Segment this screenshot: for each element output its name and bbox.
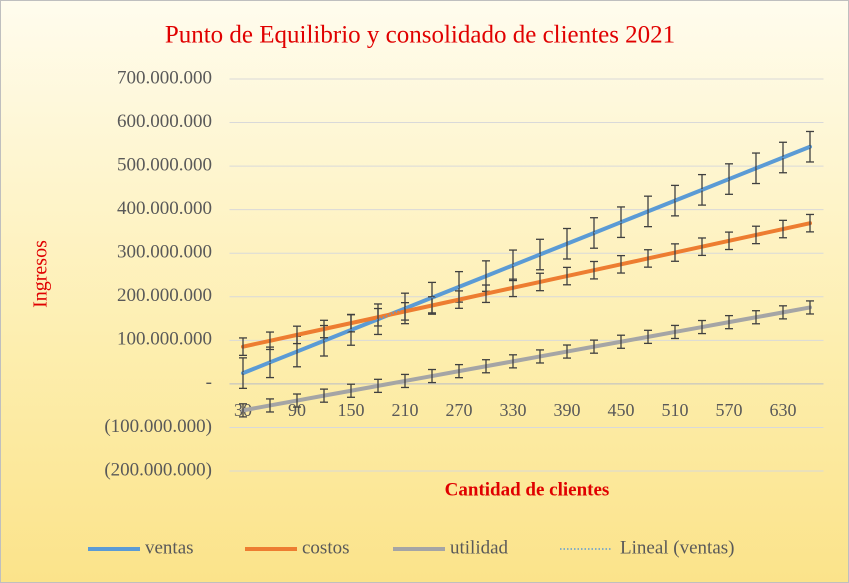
error-bar bbox=[752, 152, 760, 185]
trend-line bbox=[242, 146, 811, 374]
error-bar bbox=[806, 130, 814, 163]
error-bar bbox=[347, 383, 355, 398]
legend-label: costos bbox=[302, 537, 350, 558]
error-bar bbox=[482, 359, 490, 374]
error-bar bbox=[293, 393, 301, 408]
error-bar bbox=[320, 388, 328, 403]
error-bar bbox=[536, 349, 544, 364]
error-bar bbox=[239, 337, 247, 357]
error-bar bbox=[617, 334, 625, 349]
error-bar bbox=[806, 300, 814, 315]
x-tick-label: 510 bbox=[662, 400, 689, 420]
error-bar bbox=[590, 217, 598, 249]
error-bar bbox=[590, 339, 598, 354]
error-bar bbox=[374, 378, 382, 394]
error-bar bbox=[536, 272, 544, 292]
error-bar bbox=[698, 237, 706, 257]
error-bar bbox=[644, 329, 652, 345]
error-bar bbox=[752, 225, 760, 245]
y-tick-label: - bbox=[206, 372, 212, 393]
error-bar bbox=[617, 254, 625, 274]
legend-label: ventas bbox=[145, 537, 194, 558]
y-tick-label: 500.000.000 bbox=[117, 154, 212, 175]
error-bar bbox=[428, 368, 436, 384]
error-bar bbox=[266, 398, 274, 413]
y-tick-label: 700.000.000 bbox=[117, 67, 212, 88]
error-bar bbox=[374, 307, 382, 327]
error-bar bbox=[644, 195, 652, 228]
error-bar bbox=[239, 403, 247, 418]
error-bar bbox=[482, 284, 490, 304]
error-bar bbox=[293, 325, 301, 345]
error-bar bbox=[563, 344, 571, 359]
error-bar bbox=[644, 249, 652, 268]
x-tick-label: 270 bbox=[446, 400, 473, 420]
y-tick-label: (200.000.000) bbox=[104, 459, 212, 480]
series-line bbox=[241, 221, 812, 349]
error-bar bbox=[779, 305, 787, 320]
x-tick-label: 210 bbox=[392, 400, 419, 420]
y-tick-label: 400.000.000 bbox=[117, 198, 212, 219]
error-bar bbox=[509, 278, 517, 298]
error-bar bbox=[428, 296, 436, 315]
error-bar bbox=[455, 363, 463, 379]
x-tick-label: 90 bbox=[288, 400, 306, 420]
y-tick-label: 100.000.000 bbox=[117, 329, 212, 350]
x-tick-label: 150 bbox=[338, 400, 365, 420]
error-bar bbox=[266, 331, 274, 351]
error-bar bbox=[752, 310, 760, 325]
y-tick-label: 600.000.000 bbox=[117, 111, 212, 132]
y-tick-label: 200.000.000 bbox=[117, 285, 212, 306]
x-axis-label: Cantidad de clientes bbox=[445, 479, 610, 500]
legend-label: utilidad bbox=[450, 537, 509, 558]
x-tick-label: 330 bbox=[500, 400, 527, 420]
x-tick-label: 630 bbox=[770, 400, 797, 420]
error-bar bbox=[725, 163, 733, 195]
legend-label: Lineal (ventas) bbox=[620, 537, 734, 558]
error-bar bbox=[779, 219, 787, 239]
error-bar bbox=[401, 302, 409, 321]
error-bar bbox=[401, 373, 409, 389]
error-bar bbox=[671, 243, 679, 262]
y-axis-label: Ingresos bbox=[30, 240, 52, 308]
error-bar bbox=[671, 324, 679, 340]
error-bar bbox=[509, 354, 517, 369]
series-line bbox=[241, 305, 812, 413]
error-bar bbox=[590, 260, 598, 280]
error-bar bbox=[725, 314, 733, 330]
error-bar bbox=[455, 290, 463, 309]
error-bar bbox=[320, 319, 328, 339]
error-bar bbox=[698, 319, 706, 335]
error-bar bbox=[671, 184, 679, 217]
x-tick-label: 390 bbox=[554, 400, 581, 420]
x-tick-label: 570 bbox=[716, 400, 743, 420]
error-bar bbox=[563, 227, 571, 260]
x-tick-label: 450 bbox=[608, 400, 635, 420]
y-tick-label: (100.000.000) bbox=[104, 416, 212, 437]
error-bar bbox=[806, 213, 814, 233]
chart-title: Punto de Equilibrio y consolidado de cli… bbox=[165, 22, 675, 49]
error-bar bbox=[563, 266, 571, 286]
error-bar bbox=[725, 231, 733, 251]
y-tick-label: 300.000.000 bbox=[117, 242, 212, 263]
